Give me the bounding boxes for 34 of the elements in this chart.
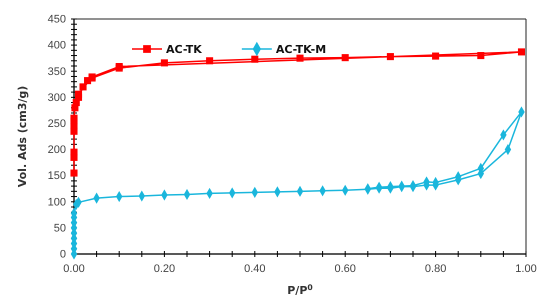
point (251, 56, 258, 63)
point (477, 52, 484, 60)
y-axis-title: Vol. Ads (cm3/g) (16, 86, 29, 188)
point (70, 114, 78, 122)
point (70, 148, 78, 156)
point (342, 54, 349, 62)
y-tick-label: 250 (48, 118, 66, 130)
y-tick-label: 0 (60, 248, 66, 261)
y-tick-label: 150 (48, 170, 66, 182)
point (74, 90, 82, 98)
point (518, 48, 526, 56)
x-tick-label: 0.00 (63, 262, 85, 275)
point (206, 57, 214, 64)
y-tick-label: 400 (48, 40, 66, 52)
y-tick-label: 350 (48, 66, 66, 78)
point (432, 52, 440, 60)
x-tick-label: 0.60 (334, 262, 356, 275)
x-tick-label: 0.40 (244, 262, 266, 275)
x-axis-title: P/P$^{0}$ (287, 282, 313, 297)
x-tick-label: 0.80 (424, 262, 446, 275)
y-tick-label: 50 (54, 222, 66, 234)
point (160, 59, 168, 66)
point (386, 53, 394, 60)
x-tick-label: 1.00 (515, 262, 537, 275)
legend-label: AC-TK-M (276, 43, 326, 56)
point (70, 170, 78, 177)
y-tick-label: 200 (48, 144, 66, 156)
y-tick-label: 450 (48, 14, 66, 26)
point (80, 83, 87, 90)
y-tick-label: 100 (48, 196, 66, 208)
legend-label: AC-TK (166, 43, 202, 56)
x-tick-label: 0.20 (154, 262, 176, 275)
point (296, 54, 304, 62)
y-tick-label: 300 (48, 92, 66, 104)
